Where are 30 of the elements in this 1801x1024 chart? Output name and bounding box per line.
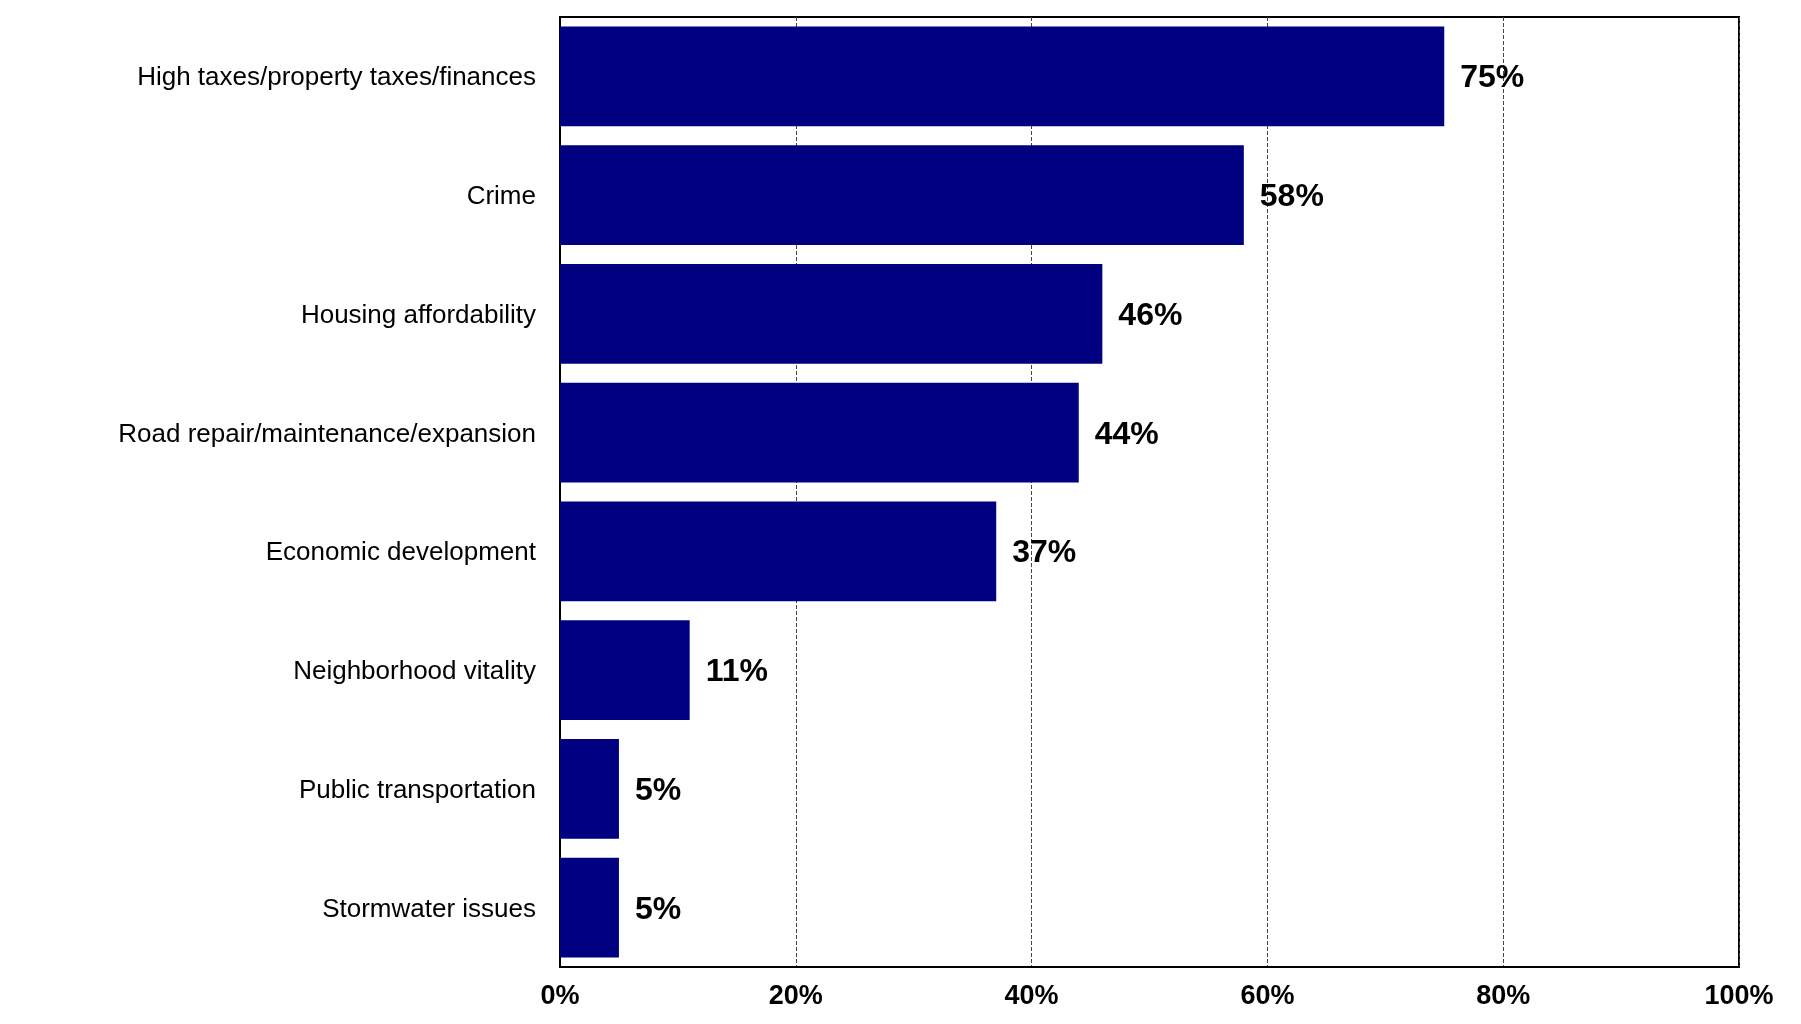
- bar: [560, 857, 619, 958]
- bar: [560, 501, 997, 602]
- data-label: 44%: [1094, 414, 1159, 451]
- bar: [560, 264, 1103, 364]
- x-tick-label: 80%: [1476, 979, 1531, 1010]
- y-tick-label: Neighborhood vitality: [293, 655, 536, 686]
- data-label: 5%: [634, 889, 682, 926]
- bar: [560, 382, 1079, 483]
- x-tick-label: 40%: [1004, 979, 1059, 1010]
- x-tick-label: 100%: [1704, 979, 1774, 1010]
- y-tick-label: Crime: [466, 180, 536, 211]
- x-tick-label: 0%: [540, 979, 580, 1010]
- y-tick-label: Housing affordability: [300, 298, 536, 329]
- y-tick-label: High taxes/property taxes/finances: [137, 61, 536, 92]
- bar: [560, 145, 1244, 245]
- y-tick-label: Economic development: [265, 536, 537, 567]
- bar: [560, 739, 619, 839]
- data-label: 46%: [1118, 295, 1183, 332]
- y-tick-label: Road repair/maintenance/expansion: [118, 417, 536, 448]
- y-tick-label: Public transportation: [298, 773, 536, 804]
- x-tick-label: 60%: [1240, 979, 1295, 1010]
- data-label: 11%: [705, 652, 768, 689]
- data-label: 75%: [1460, 58, 1525, 95]
- y-tick-label: Stormwater issues: [322, 892, 536, 923]
- x-tick-label: 20%: [768, 979, 823, 1010]
- bar: [560, 26, 1445, 127]
- data-label: 5%: [634, 770, 682, 807]
- bar: [560, 620, 690, 720]
- data-label: 58%: [1259, 177, 1324, 214]
- data-label: 37%: [1012, 533, 1077, 570]
